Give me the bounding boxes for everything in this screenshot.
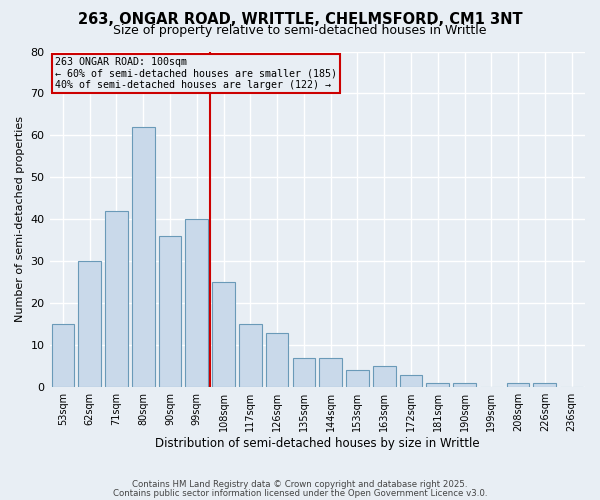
Bar [105, 211, 128, 387]
Bar [346, 370, 369, 387]
Bar [293, 358, 315, 387]
Text: 263, ONGAR ROAD, WRITTLE, CHELMSFORD, CM1 3NT: 263, ONGAR ROAD, WRITTLE, CHELMSFORD, CM… [77, 12, 523, 28]
Bar [52, 324, 74, 387]
X-axis label: Distribution of semi-detached houses by size in Writtle: Distribution of semi-detached houses by … [155, 437, 479, 450]
Text: Contains HM Land Registry data © Crown copyright and database right 2025.: Contains HM Land Registry data © Crown c… [132, 480, 468, 489]
Bar [373, 366, 395, 387]
Bar [132, 127, 155, 387]
Bar [453, 383, 476, 387]
Y-axis label: Number of semi-detached properties: Number of semi-detached properties [15, 116, 25, 322]
Bar [400, 374, 422, 387]
Bar [319, 358, 342, 387]
Bar [212, 282, 235, 387]
Bar [533, 383, 556, 387]
Text: Contains public sector information licensed under the Open Government Licence v3: Contains public sector information licen… [113, 488, 487, 498]
Bar [158, 236, 181, 387]
Bar [506, 383, 529, 387]
Bar [185, 220, 208, 387]
Bar [427, 383, 449, 387]
Bar [239, 324, 262, 387]
Bar [266, 332, 289, 387]
Text: 263 ONGAR ROAD: 100sqm
← 60% of semi-detached houses are smaller (185)
40% of se: 263 ONGAR ROAD: 100sqm ← 60% of semi-det… [55, 56, 337, 90]
Bar [79, 262, 101, 387]
Text: Size of property relative to semi-detached houses in Writtle: Size of property relative to semi-detach… [113, 24, 487, 37]
